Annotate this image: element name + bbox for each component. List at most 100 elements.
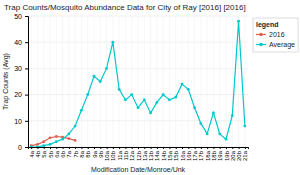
tick-label: 15b [173,150,179,161]
axis-line [29,148,249,150]
tick-label: 15a [167,150,173,161]
x-tick: 17b [198,147,204,161]
x-tick: 20b [236,147,242,161]
grid-line [50,16,51,147]
grid-line [131,16,132,147]
grid-line [144,16,145,147]
point [155,101,158,104]
point [237,20,240,23]
point [42,144,45,147]
point [55,135,58,138]
tick-label: 14b [161,150,167,161]
tick-label: 19a [217,150,223,161]
x-tick: 20a [230,147,236,161]
x-tick: 10b [110,147,116,161]
y-tick: 50 [14,13,28,20]
tick-mark [25,147,28,148]
legend-marker [259,43,263,47]
tick-mark [119,147,120,149]
legend-label: Average [269,41,295,49]
axis-line [25,17,29,148]
point [99,80,102,83]
tick-label: 9a [92,150,98,157]
point [86,93,89,96]
grid-line [119,16,120,147]
x-tick: 9a [92,147,98,158]
point [168,98,171,101]
tick-label: 20 [14,91,22,98]
point [199,122,202,125]
tick-label: 21a [242,150,248,161]
tick-mark [220,147,221,149]
x-tick: 9b [98,147,104,158]
x-tick: 12b [136,147,142,161]
x-tick: 19b [224,147,230,161]
x-tick: 17a [192,147,198,161]
y-tick: 10 [14,118,28,125]
y-tick: 0 [18,144,28,151]
tick-label: 9b [98,150,104,157]
tick-label: 12b [136,150,142,161]
tick-mark [138,147,139,149]
grid-line [43,16,44,147]
grid-line [138,16,139,147]
tick-label: 20b [236,150,242,161]
point [243,125,246,128]
grid-line [200,16,201,147]
x-tick: 18a [205,147,211,161]
tick-label: 5a [41,150,47,157]
point [42,140,45,143]
point [143,98,146,101]
y-axis: 01020304050 [14,13,28,151]
x-tick: 5b [48,147,54,158]
point [49,136,52,139]
tick-label: 7a [66,150,72,157]
tick-mark [25,68,28,69]
point [30,146,33,147]
grid-line [226,16,227,147]
tick-label: 18b [211,150,217,161]
tick-mark [125,147,126,149]
tick-mark [132,147,133,149]
series-group [30,20,247,147]
grid-line [150,16,151,147]
legend-marker [259,33,263,37]
tick-label: 20a [230,150,236,161]
tick-mark [163,147,164,149]
tick-label: 10 [14,118,22,125]
series-line [31,137,75,146]
legend-item: Average [256,41,295,49]
grid-line [106,16,107,147]
legend-title: legend [256,21,279,29]
grid-line [182,16,183,147]
tick-label: 4a [29,150,35,157]
point [149,112,152,115]
x-tick: 21a [242,147,248,161]
x-tick: 13b [148,147,154,161]
point [162,93,165,96]
x-tick: 14b [161,147,167,161]
point [187,88,190,91]
legend-frame [253,18,298,52]
x-tick: 11a [117,147,123,161]
x-tick: 10a [104,147,110,161]
grid-line [207,16,208,147]
x-tick: 7a [66,147,72,158]
legend-item: 2016 [256,31,285,38]
x-tick: 8a [79,147,85,158]
x-tick: 16b [186,147,192,161]
tick-mark [157,147,158,149]
tick-label: 18a [205,150,211,161]
plot: 010203040504a4b5a5b6a6b7a7b8a8b9a9b10a10… [14,13,248,161]
grid-line [56,16,57,147]
tick-mark [44,147,45,149]
tick-mark [213,147,214,149]
x-axis: 4a4b5a5b6a6b7a7b8a8b9a9b10a10b11a11b12a1… [29,147,249,161]
point [206,133,209,136]
tick-mark [88,147,89,149]
x-tick: 6a [54,147,60,158]
grid-line [213,16,214,147]
grid-line [163,16,164,147]
tick-mark [25,42,28,43]
tick-mark [195,147,196,149]
